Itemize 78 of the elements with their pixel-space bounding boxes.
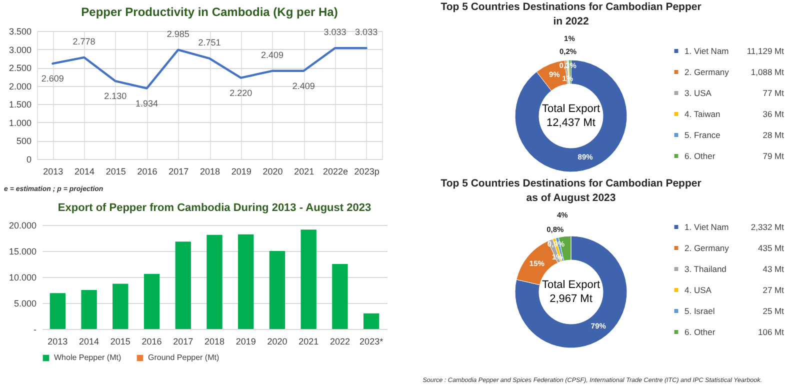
chart-title: Export of Pepper from Cambodia During 2013 - August 2023 bbox=[58, 202, 372, 214]
x-tick-label: 2020 bbox=[262, 166, 283, 176]
data-label: 2.409 bbox=[260, 50, 284, 60]
x-tick-label: 2013 bbox=[43, 166, 64, 176]
x-tick-label: 2015 bbox=[110, 336, 130, 346]
text: 77 Mt bbox=[762, 88, 784, 98]
legend-label: Whole Pepper (Mt) bbox=[54, 353, 122, 362]
x-tick-label: 2017 bbox=[173, 336, 194, 346]
y-tick-label: 2.500 bbox=[8, 63, 32, 74]
text: 28 Mt bbox=[762, 130, 784, 140]
legend-label: 2. Germany bbox=[684, 243, 730, 253]
data-label: 3.033 bbox=[324, 27, 346, 38]
data-label: 2.609 bbox=[41, 74, 64, 84]
data-label: 2.751 bbox=[198, 37, 221, 48]
y-tick-label: 15.000 bbox=[8, 246, 36, 256]
data-label: 2.409 bbox=[292, 80, 315, 91]
x-tick-label: 2018 bbox=[204, 336, 225, 346]
legend-label: Ground Pepper (Mt) bbox=[148, 353, 220, 362]
y-tick-label: - bbox=[34, 324, 36, 334]
data-label: 3.033 bbox=[355, 27, 378, 38]
data-label: 2.130 bbox=[104, 91, 127, 102]
x-tick-label: 2013 bbox=[48, 336, 68, 346]
x-tick-label: 2019 bbox=[231, 166, 252, 176]
legend-label: 5. France bbox=[684, 130, 721, 140]
x-tick-label: 2022 bbox=[330, 336, 350, 346]
x-tick-label: 2018 bbox=[200, 166, 220, 176]
x-tick-label: 2015 bbox=[106, 166, 126, 176]
text: 2,332 Mt bbox=[750, 222, 784, 232]
x-tick-label: 2020 bbox=[267, 336, 288, 346]
y-tick-label: 3.000 bbox=[8, 44, 32, 55]
text: Total Export 12,437 Mt bbox=[542, 103, 600, 129]
text: 36 Mt bbox=[762, 109, 784, 119]
x-tick-label: 2023p bbox=[354, 166, 380, 176]
y-tick-label: 5.000 bbox=[14, 298, 36, 308]
x-tick-label: 2022e bbox=[322, 166, 348, 176]
y-tick-label: 20.000 bbox=[8, 220, 36, 230]
legend-label: 1. Viet Nam bbox=[684, 222, 729, 232]
y-tick-label: 0 bbox=[26, 154, 32, 164]
y-tick-label: 1.000 bbox=[8, 118, 32, 128]
x-tick-label: 2021 bbox=[294, 166, 314, 176]
text: Total Export 2,967 Mt bbox=[542, 279, 600, 305]
text: 43 Mt bbox=[762, 264, 784, 274]
legend-label: 4. Taiwan bbox=[684, 109, 721, 119]
legend-label: 2. Germany bbox=[684, 67, 730, 77]
text: 435 Mt bbox=[758, 243, 784, 253]
text: 79 Mt bbox=[762, 151, 784, 161]
chart-title: Pepper Productivity in Cambodia (Kg per Ha) bbox=[81, 5, 338, 19]
legend-label: 6. Other bbox=[684, 327, 716, 337]
x-tick-label: 2014 bbox=[74, 166, 95, 176]
text: 106 Mt bbox=[758, 327, 784, 337]
text: 27 Mt bbox=[762, 285, 784, 295]
text: 11,129 Mt bbox=[746, 46, 784, 56]
x-tick-label: 2023* bbox=[360, 336, 384, 346]
y-tick-label: 10.000 bbox=[8, 272, 36, 282]
legend-label: 3. Thailand bbox=[684, 264, 727, 274]
y-tick-label: 2.000 bbox=[8, 81, 32, 92]
legend-label: 4. USA bbox=[684, 285, 712, 295]
x-tick-label: 2016 bbox=[142, 336, 162, 346]
x-tick-label: 2019 bbox=[236, 336, 256, 346]
chart-title: Top 5 Countries Destinations for Cambodian Pepper in 2022 bbox=[440, 1, 702, 28]
x-tick-label: 2016 bbox=[137, 166, 158, 176]
y-tick-label: 3.500 bbox=[8, 26, 32, 36]
legend-label: 1. Viet Nam bbox=[684, 46, 729, 56]
data-label: 2.778 bbox=[72, 36, 96, 46]
x-tick-label: 2021 bbox=[298, 336, 319, 346]
x-tick-label: 2017 bbox=[168, 166, 189, 176]
legend-label: 3. USA bbox=[684, 88, 712, 98]
y-tick-label: 1.500 bbox=[8, 100, 32, 110]
x-tick-label: 2014 bbox=[79, 336, 100, 346]
data-label: 1.934 bbox=[136, 98, 158, 108]
legend-label: 5. Israel bbox=[684, 306, 715, 316]
chart-title: Top 5 Countries Destinations for Cambodian Pepper as of August 2023 bbox=[440, 177, 702, 204]
data-label: 2.220 bbox=[230, 88, 252, 98]
y-tick-label: 500 bbox=[16, 136, 32, 146]
text: 25 Mt bbox=[762, 306, 784, 316]
data-label: 2.985 bbox=[166, 28, 190, 39]
text: 1,088 Mt bbox=[750, 67, 784, 77]
legend-label: 6. Other bbox=[684, 151, 716, 161]
